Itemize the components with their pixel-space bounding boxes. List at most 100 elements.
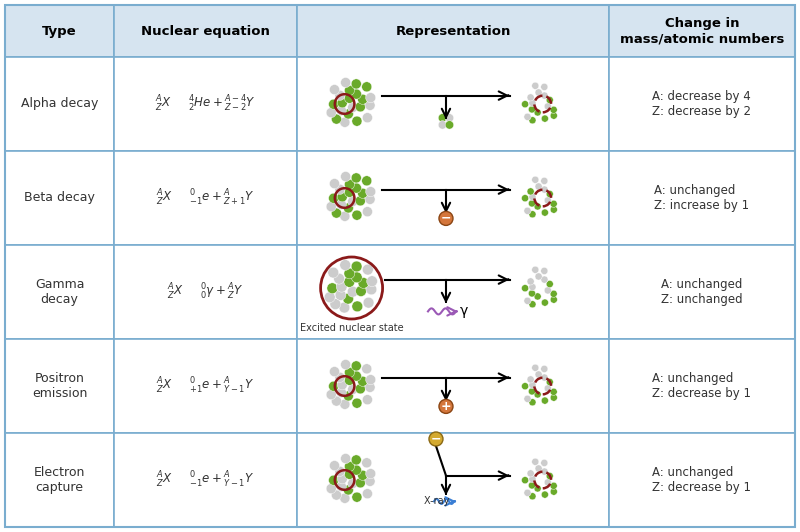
Circle shape [527, 376, 534, 383]
Circle shape [329, 475, 338, 485]
Circle shape [534, 485, 541, 492]
Circle shape [324, 292, 335, 303]
Circle shape [335, 372, 345, 383]
FancyBboxPatch shape [297, 433, 609, 527]
Circle shape [327, 283, 338, 294]
Circle shape [522, 195, 529, 202]
Circle shape [541, 268, 548, 275]
Circle shape [529, 301, 536, 308]
FancyBboxPatch shape [5, 151, 114, 245]
Text: Beta decay: Beta decay [24, 192, 95, 204]
Text: Alpha decay: Alpha decay [21, 97, 98, 111]
Circle shape [541, 365, 548, 372]
Text: Electron
capture: Electron capture [34, 466, 85, 494]
Circle shape [535, 371, 542, 378]
Circle shape [446, 121, 454, 129]
Circle shape [544, 479, 551, 486]
Circle shape [340, 493, 350, 503]
Text: γ: γ [460, 304, 468, 318]
Circle shape [345, 93, 354, 103]
Circle shape [334, 273, 345, 284]
Circle shape [345, 461, 354, 471]
Circle shape [358, 470, 368, 480]
Circle shape [348, 102, 358, 112]
Circle shape [362, 176, 372, 186]
Text: Excited nuclear state: Excited nuclear state [300, 323, 403, 333]
Circle shape [524, 207, 531, 214]
Circle shape [326, 202, 336, 212]
Circle shape [358, 278, 369, 288]
Circle shape [338, 192, 347, 202]
Circle shape [340, 117, 350, 127]
Circle shape [329, 381, 338, 391]
Circle shape [330, 461, 339, 471]
Circle shape [343, 391, 354, 401]
Circle shape [342, 293, 354, 304]
Text: −: − [430, 433, 442, 445]
Circle shape [362, 113, 373, 123]
Circle shape [330, 367, 339, 377]
Circle shape [546, 378, 554, 386]
Text: X-ray: X-ray [424, 496, 453, 506]
Circle shape [524, 489, 531, 496]
Circle shape [336, 387, 346, 397]
Circle shape [345, 179, 354, 189]
Text: +: + [441, 400, 451, 413]
FancyBboxPatch shape [609, 339, 795, 433]
Circle shape [529, 381, 536, 388]
FancyBboxPatch shape [297, 57, 609, 151]
Circle shape [352, 116, 362, 126]
Circle shape [362, 264, 374, 275]
Circle shape [439, 400, 453, 413]
Circle shape [366, 375, 376, 385]
Circle shape [344, 277, 354, 287]
FancyBboxPatch shape [5, 5, 114, 57]
Circle shape [335, 184, 345, 194]
Circle shape [347, 286, 358, 297]
Text: A: unchanged
Z: decrease by 1: A: unchanged Z: decrease by 1 [653, 372, 751, 400]
Circle shape [362, 206, 373, 217]
FancyBboxPatch shape [297, 5, 609, 57]
Circle shape [335, 467, 345, 476]
Circle shape [336, 200, 346, 210]
Circle shape [544, 385, 551, 392]
Circle shape [355, 478, 366, 488]
Circle shape [352, 398, 362, 408]
Circle shape [529, 493, 536, 500]
Circle shape [550, 394, 558, 401]
Circle shape [532, 176, 539, 184]
Circle shape [532, 458, 539, 466]
Circle shape [340, 260, 350, 270]
FancyBboxPatch shape [609, 5, 795, 57]
Circle shape [335, 289, 346, 301]
Circle shape [355, 286, 366, 296]
Circle shape [366, 469, 376, 479]
Text: ${}^A_ZX$     ${}^0_{-1}e + {}^A_{Y-1}Y$: ${}^A_ZX$ ${}^0_{-1}e + {}^A_{Y-1}Y$ [157, 470, 254, 490]
Circle shape [522, 285, 529, 292]
Circle shape [326, 107, 336, 118]
Circle shape [550, 488, 558, 495]
Circle shape [341, 360, 350, 370]
Circle shape [343, 485, 354, 495]
Text: Type: Type [42, 24, 77, 37]
Circle shape [546, 96, 554, 104]
Circle shape [331, 490, 342, 500]
Circle shape [438, 121, 446, 129]
Circle shape [351, 272, 362, 283]
Circle shape [541, 177, 548, 185]
FancyBboxPatch shape [609, 433, 795, 527]
FancyBboxPatch shape [114, 57, 297, 151]
FancyBboxPatch shape [114, 433, 297, 527]
Circle shape [529, 117, 536, 124]
Circle shape [550, 482, 558, 489]
Circle shape [351, 455, 362, 465]
Text: A: unchanged
Z: increase by 1: A: unchanged Z: increase by 1 [654, 184, 750, 212]
Circle shape [362, 458, 372, 468]
Circle shape [329, 99, 338, 109]
Circle shape [541, 374, 548, 381]
Circle shape [438, 114, 446, 122]
Circle shape [544, 197, 551, 204]
Circle shape [336, 105, 346, 115]
Text: A: unchanged
Z: decrease by 1: A: unchanged Z: decrease by 1 [653, 466, 751, 494]
Text: ${}^A_ZX$     ${}^4_2He + {}^{A-4}_{Z-2}Y$: ${}^A_ZX$ ${}^4_2He + {}^{A-4}_{Z-2}Y$ [155, 94, 256, 114]
